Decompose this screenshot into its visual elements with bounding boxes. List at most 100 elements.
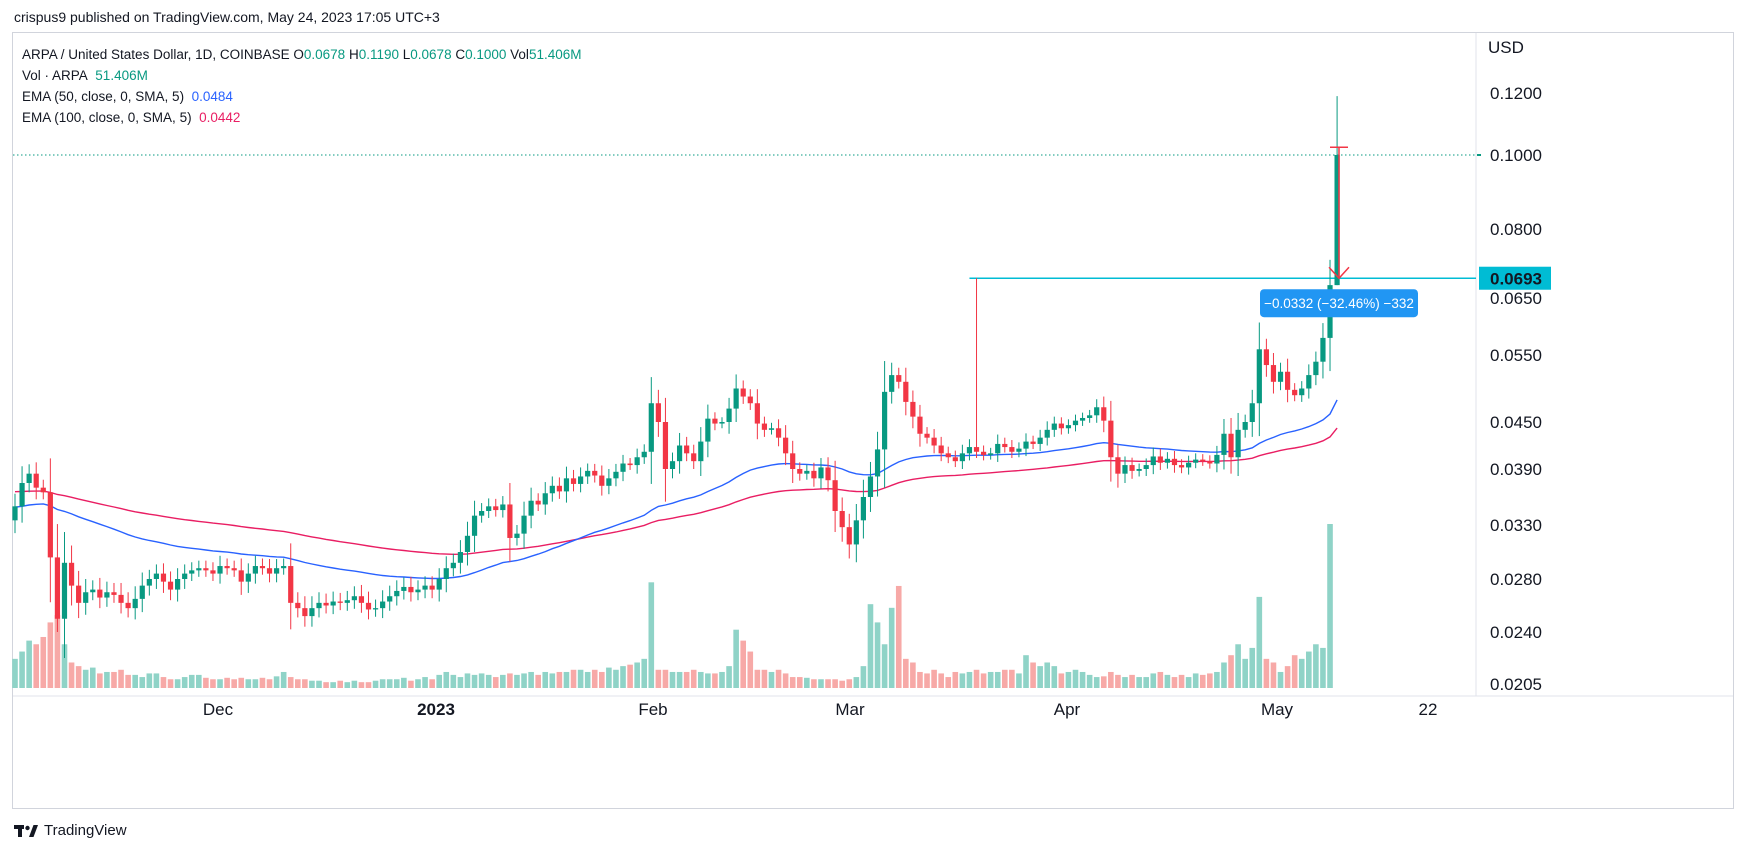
volume-bar	[429, 679, 435, 688]
candle-body	[394, 590, 400, 597]
last-price-marker	[1477, 154, 1481, 156]
volume-bar	[1157, 671, 1164, 688]
candle-body	[641, 451, 647, 458]
candle-body	[1058, 423, 1064, 429]
ema50-line	[14, 399, 1338, 580]
volume-bar	[577, 669, 584, 688]
candle-body	[1200, 459, 1206, 462]
volume-bar	[330, 682, 336, 688]
candle-body	[182, 573, 188, 579]
candle-body	[1235, 429, 1241, 458]
candle-body	[1171, 458, 1178, 466]
y-tick-label: 0.0240	[1490, 623, 1542, 642]
candle-body	[210, 570, 216, 574]
candle-body	[1108, 420, 1114, 458]
legend-ema100-row[interactable]: EMA (100, close, 0, SMA, 5) 0.0442	[22, 107, 581, 128]
volume-bar	[323, 682, 329, 688]
candle-body	[104, 592, 110, 598]
volume-bar	[591, 669, 598, 688]
volume-bar	[1030, 662, 1036, 688]
volume-bar	[676, 671, 683, 688]
volume-bar	[1313, 644, 1319, 688]
volume-bar	[860, 666, 867, 688]
volume-bar	[888, 607, 895, 688]
candle-body	[995, 443, 1001, 454]
volume-bar	[839, 680, 845, 688]
candle-body	[415, 589, 421, 593]
candle-body	[252, 566, 258, 574]
candle-body	[1207, 461, 1213, 464]
candle-body	[747, 396, 753, 404]
volume-bar	[1228, 655, 1234, 688]
volume-bar	[54, 615, 61, 688]
candle-body	[47, 492, 53, 558]
volume-bar	[1086, 674, 1093, 688]
candle-body	[443, 568, 449, 579]
volume-bar	[1249, 647, 1256, 688]
volume-bar	[1164, 674, 1171, 688]
candle-body	[1292, 389, 1298, 396]
volume-bar	[1284, 666, 1291, 688]
volume-bar	[203, 677, 209, 688]
candle-body	[1306, 375, 1312, 389]
footer-brand[interactable]: TradingView	[14, 822, 127, 839]
volume-bar	[952, 671, 959, 688]
candle-body	[266, 568, 273, 574]
chart-frame	[12, 32, 1734, 809]
candle-body	[818, 467, 824, 479]
legend-volume-row[interactable]: Vol · ARPA 51.406M	[22, 65, 581, 86]
measure-badge: −0.0332 (−32.46%) −332	[1260, 289, 1418, 318]
volume-bar	[1065, 671, 1072, 688]
volume-bar	[471, 674, 478, 688]
volume-bar	[1214, 671, 1220, 688]
legend-ema50-row[interactable]: EMA (50, close, 0, SMA, 5) 0.0484	[22, 86, 581, 107]
volume-bar	[556, 671, 563, 688]
candle-body	[585, 470, 591, 477]
candle-body	[401, 586, 407, 591]
volume-bar	[613, 669, 619, 688]
candle-body	[281, 566, 287, 569]
candle-body	[111, 592, 117, 595]
volume-bar	[450, 674, 457, 688]
candle-body	[606, 478, 612, 486]
candle-body	[691, 453, 697, 462]
candle-body	[1122, 465, 1128, 474]
volume-bar	[245, 679, 252, 688]
candle-body	[1313, 361, 1319, 376]
candle-body	[1037, 437, 1043, 444]
volume-bar	[379, 679, 386, 688]
volume-bar	[959, 673, 966, 688]
legend-symbol[interactable]: ARPA / United States Dollar, 1D, COINBAS…	[22, 47, 290, 62]
candle-body	[365, 602, 372, 610]
candle-body	[613, 471, 619, 479]
candle-body	[966, 447, 973, 454]
candle-body	[189, 570, 195, 574]
volume-bar	[295, 679, 301, 688]
candle-body	[634, 457, 640, 466]
volume-bar	[811, 679, 817, 688]
candle-body	[238, 570, 244, 582]
candle-body	[549, 485, 555, 494]
y-tick-label: 0.0330	[1490, 516, 1542, 535]
legend-ema50-label: EMA (50, close, 0, SMA, 5)	[22, 89, 185, 104]
candle-body	[592, 470, 598, 476]
candle-body	[712, 418, 718, 424]
volume-bar	[747, 651, 754, 688]
candle-body	[924, 433, 930, 438]
candle-body	[1270, 365, 1277, 382]
volume-bar	[68, 662, 75, 688]
volume-bar	[712, 673, 718, 688]
volume-bar	[316, 680, 322, 688]
volume-bar	[273, 676, 280, 688]
volume-bar	[266, 679, 273, 688]
candle-body	[556, 485, 562, 492]
candle-body	[372, 608, 379, 610]
volume-bar	[804, 677, 810, 688]
volume-bar	[1002, 669, 1008, 688]
candle-body	[910, 401, 916, 417]
candle-body	[903, 381, 909, 402]
candle-body	[1150, 456, 1156, 466]
candle-body	[980, 451, 987, 455]
candle-body	[889, 375, 895, 392]
